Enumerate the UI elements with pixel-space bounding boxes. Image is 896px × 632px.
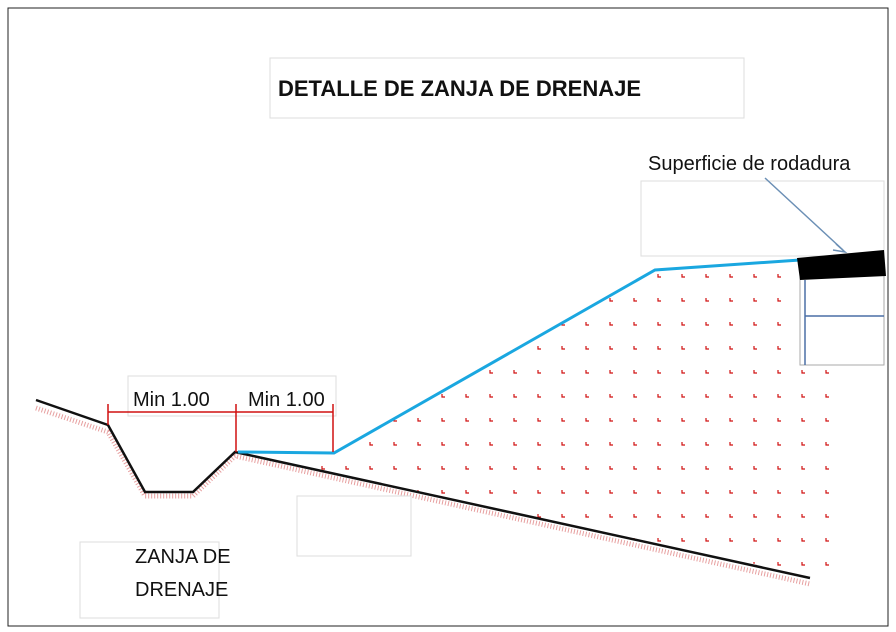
title-box [269, 57, 745, 119]
ground-texture [35, 405, 811, 587]
dim-label: Min 1.00 [133, 389, 210, 411]
embankment-line [237, 258, 801, 455]
pavement-layers [799, 269, 885, 366]
label-box [640, 180, 885, 257]
ditch-box [79, 541, 220, 619]
road-surface [797, 250, 886, 280]
blank-box [296, 495, 412, 557]
dim-box [127, 375, 337, 417]
ditch-label: DRENAJE [135, 579, 228, 601]
surface-label: Superficie de rodadura [648, 153, 851, 175]
arrow-head [832, 243, 848, 254]
dimension-lines [107, 404, 334, 452]
fill-pattern [240, 262, 830, 580]
title: DETALLE DE ZANJA DE DRENAJE [278, 76, 641, 101]
leader-line [764, 177, 844, 251]
ditch-label: ZANJA DE [135, 546, 231, 568]
ground-line [35, 398, 811, 580]
dim-label: Min 1.00 [248, 389, 325, 411]
